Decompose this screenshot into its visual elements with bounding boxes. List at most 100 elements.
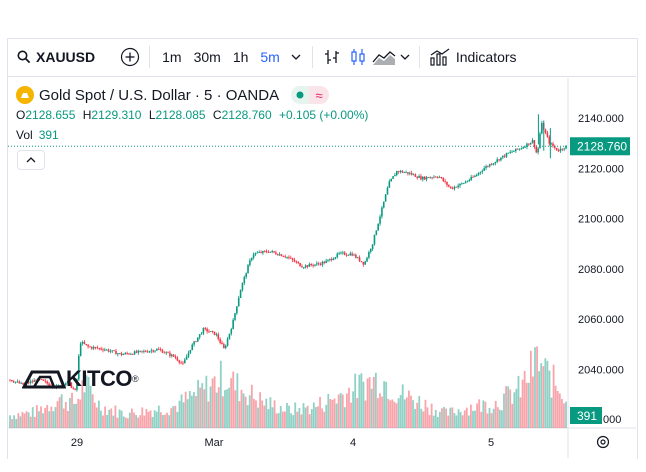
candle-body bbox=[468, 179, 471, 182]
time-axis[interactable]: 29 Mar 4 5 bbox=[71, 437, 494, 449]
symbol-label: XAUUSD bbox=[36, 49, 96, 65]
volume-bar bbox=[472, 410, 474, 428]
volume-bar bbox=[95, 407, 98, 428]
symbol-search[interactable]: XAUUSD bbox=[7, 38, 95, 76]
price-axis[interactable]: 2040.000 2060.000 2080.000 2100.000 2120.000… bbox=[578, 113, 624, 426]
volume-bar bbox=[15, 419, 18, 428]
candle-body bbox=[364, 261, 366, 265]
volume-bar bbox=[85, 375, 88, 428]
volume-bar bbox=[362, 381, 365, 428]
candle-body bbox=[202, 328, 205, 334]
volume-bar bbox=[108, 409, 111, 428]
volume-bar bbox=[143, 415, 146, 428]
candle-body bbox=[20, 382, 22, 384]
candles-chart-type-button[interactable] bbox=[345, 38, 371, 76]
time-axis-tick: 29 bbox=[71, 437, 83, 449]
candle-body bbox=[351, 253, 353, 256]
interval-1m[interactable]: 1m bbox=[162, 49, 182, 65]
bars-chart-type-button[interactable] bbox=[319, 38, 345, 76]
volume-bar bbox=[81, 380, 84, 428]
volume-bar bbox=[193, 392, 195, 428]
volume-bar bbox=[507, 386, 510, 428]
volume-bar bbox=[405, 397, 408, 428]
candle-body bbox=[263, 251, 266, 252]
compare-symbol-button[interactable] bbox=[117, 38, 143, 76]
volume-bar bbox=[66, 410, 69, 428]
chart-type-dropdown[interactable] bbox=[397, 38, 413, 76]
volume-bar bbox=[424, 399, 427, 428]
candle-body bbox=[377, 223, 379, 231]
volume-bar bbox=[207, 401, 210, 428]
volume-bar bbox=[211, 378, 214, 428]
candle-body bbox=[124, 353, 127, 355]
volume-bar bbox=[91, 394, 94, 428]
volume-bar bbox=[17, 413, 20, 428]
candle-body bbox=[14, 381, 17, 383]
collapse-legend-button[interactable] bbox=[17, 150, 45, 170]
candle-body bbox=[200, 333, 203, 335]
volume-bar bbox=[265, 398, 268, 428]
candle-body bbox=[544, 129, 547, 133]
candle-body bbox=[317, 263, 320, 265]
volume-bar bbox=[114, 405, 117, 428]
symbol-title[interactable]: Gold Spot / U.S. Dollar · 5 · OANDA bbox=[39, 86, 280, 104]
candle-body bbox=[250, 257, 253, 261]
volume-bar bbox=[352, 391, 355, 428]
candle-body bbox=[12, 381, 15, 383]
candle-body bbox=[355, 254, 357, 258]
volume-bar bbox=[135, 414, 137, 428]
candle-body bbox=[232, 319, 234, 330]
area-chart-type-button[interactable] bbox=[371, 38, 397, 76]
volume-bar bbox=[515, 388, 518, 428]
indicators-button[interactable]: Indicators bbox=[426, 38, 517, 76]
volume-bar bbox=[131, 408, 133, 428]
market-status-pill[interactable]: ≈ bbox=[291, 86, 330, 104]
volume-bar bbox=[356, 398, 359, 428]
interval-1h[interactable]: 1h bbox=[232, 49, 249, 65]
candle-body bbox=[440, 177, 443, 179]
volume-bar bbox=[565, 401, 567, 428]
volume-bar bbox=[250, 384, 253, 428]
candle-body bbox=[118, 353, 121, 354]
volume-bar bbox=[122, 416, 125, 428]
volume-bar bbox=[25, 411, 28, 428]
interval-5m[interactable]: 5m bbox=[260, 49, 280, 65]
volume-bar bbox=[248, 395, 251, 428]
kitco-logo-icon bbox=[22, 370, 66, 389]
candle-body bbox=[183, 359, 186, 364]
candle-body bbox=[204, 328, 207, 329]
price-axis-tick: 2060.000 bbox=[578, 314, 624, 326]
candle-body bbox=[501, 155, 504, 158]
volume-bar bbox=[35, 405, 38, 428]
candle-body bbox=[518, 148, 521, 150]
candle-body bbox=[546, 132, 549, 137]
volume-bar bbox=[257, 407, 259, 428]
volume-bar bbox=[432, 415, 435, 428]
candle-body bbox=[68, 380, 71, 383]
volume-bar bbox=[184, 391, 187, 428]
candle-body bbox=[319, 263, 322, 265]
volume-bar bbox=[308, 414, 311, 428]
candle-body bbox=[221, 342, 223, 345]
chevron-up-icon bbox=[26, 157, 36, 163]
volume-bar bbox=[48, 411, 51, 428]
candle-body bbox=[182, 362, 184, 364]
candle-body bbox=[356, 257, 359, 259]
candle-body bbox=[197, 337, 199, 342]
candle-body bbox=[453, 186, 456, 189]
gear-icon[interactable] bbox=[596, 435, 610, 449]
interval-dropdown[interactable] bbox=[286, 38, 306, 76]
candle-body bbox=[429, 177, 432, 179]
volume-bar bbox=[71, 392, 73, 428]
candle-body bbox=[189, 349, 192, 353]
volume-bar bbox=[548, 370, 551, 428]
candle-body bbox=[241, 282, 244, 290]
volume-bar bbox=[418, 396, 421, 428]
candle-body bbox=[94, 347, 97, 348]
candle-body bbox=[9, 379, 11, 381]
volume-bar bbox=[558, 393, 561, 428]
interval-30m[interactable]: 30m bbox=[193, 49, 221, 65]
candle-body bbox=[236, 306, 238, 314]
candle-body bbox=[265, 251, 268, 253]
